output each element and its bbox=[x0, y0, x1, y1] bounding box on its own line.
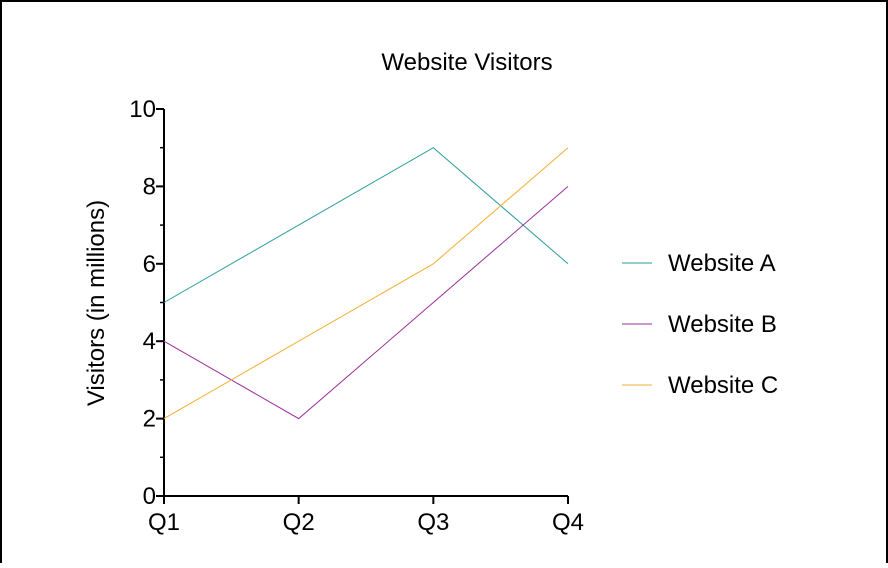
y-tick-label: 8 bbox=[143, 173, 156, 200]
x-tick-label: Q1 bbox=[148, 509, 180, 536]
y-tick-label: 10 bbox=[129, 96, 156, 123]
legend-label: Website A bbox=[668, 250, 776, 277]
legend-label: Website C bbox=[668, 372, 778, 399]
y-axis-label: Visitors (in millions) bbox=[83, 200, 110, 406]
x-tick-label: Q4 bbox=[552, 509, 584, 536]
legend-item: Website A bbox=[622, 250, 776, 277]
x-tick-label: Q3 bbox=[417, 509, 449, 536]
y-tick-label: 4 bbox=[143, 328, 156, 355]
y-tick-label: 6 bbox=[143, 251, 156, 278]
x-tick-label: Q2 bbox=[283, 509, 315, 536]
series-lines bbox=[163, 147, 569, 420]
y-tick-label: 0 bbox=[143, 483, 156, 510]
x-ticks: Q1 Q2 Q3 Q4 bbox=[148, 496, 584, 536]
legend: Website A Website B Website C bbox=[622, 250, 778, 399]
y-tick-label: 2 bbox=[143, 406, 156, 433]
y-ticks: 0 2 4 6 8 10 bbox=[129, 96, 164, 510]
legend-label: Website B bbox=[668, 311, 777, 338]
chart-title: Website Visitors bbox=[381, 49, 552, 76]
legend-item: Website C bbox=[622, 372, 778, 399]
legend-item: Website B bbox=[622, 311, 777, 338]
series-line-3 bbox=[163, 147, 569, 420]
